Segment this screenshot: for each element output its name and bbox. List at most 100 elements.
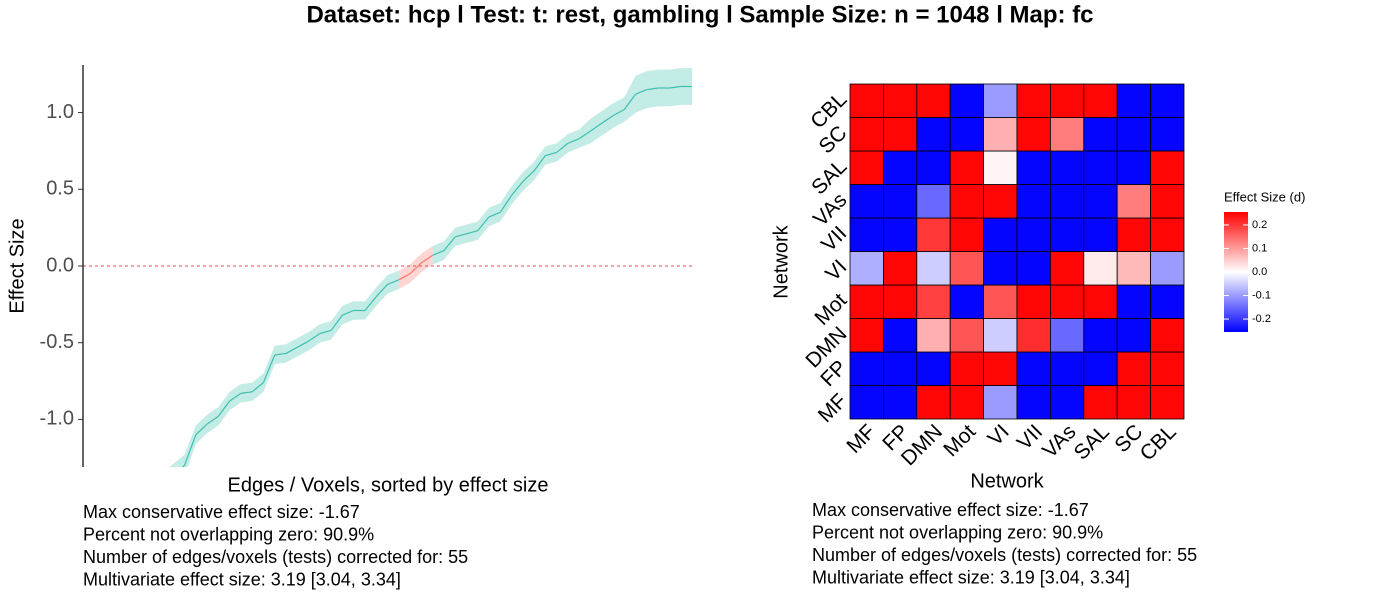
- heatmap-cell: [883, 217, 918, 252]
- effect-line: [206, 415, 219, 425]
- heatmap-cell: [883, 83, 918, 118]
- effect-line: [229, 392, 242, 402]
- heatmap-cell: [916, 184, 951, 219]
- heatmap-cell: [883, 184, 918, 219]
- effect-line: [511, 181, 524, 196]
- colorbar-tick-label: 0.1: [1252, 242, 1267, 254]
- summary-note: Max conservative effect size: -1.67: [812, 500, 1089, 520]
- heatmap-cell: [1150, 351, 1185, 386]
- effect-line: [409, 262, 422, 275]
- effect-line: [601, 115, 614, 124]
- heatmap-cell: [1050, 318, 1085, 353]
- effect-line: [533, 155, 546, 172]
- heatmap-cell: [949, 83, 985, 118]
- heatmap-cell: [949, 217, 985, 252]
- effect-line: [420, 254, 433, 264]
- y-tick-label: Mot: [810, 289, 851, 330]
- heatmap-cell: [1116, 117, 1151, 152]
- x-tick-label: CBL: [1136, 420, 1181, 465]
- heatmap-cell: [1116, 83, 1151, 118]
- effect-line: [646, 87, 659, 91]
- heatmap-cell: [983, 318, 1018, 353]
- x-tick-label: Mot: [939, 420, 980, 461]
- effect-line: [477, 216, 490, 232]
- heatmap-cell: [949, 284, 985, 319]
- x-axis-label: Edges / Voxels, sorted by effect size: [228, 474, 549, 496]
- heatmap-cell: [849, 184, 884, 219]
- heatmap-cell: [883, 150, 918, 185]
- heatmap-cell: [1050, 117, 1085, 152]
- heatmap-cell: [1050, 284, 1085, 319]
- heatmap-cell: [983, 385, 1018, 420]
- x-tick-label: MF: [842, 420, 880, 458]
- heatmap-cell: [1083, 184, 1118, 219]
- effect-line: [195, 423, 208, 436]
- effect-line: [240, 391, 253, 394]
- heatmap-cell: [1050, 217, 1085, 252]
- effect-line: [578, 130, 591, 140]
- summary-note: Multivariate effect size: 3.19 [3.04, 3.…: [812, 568, 1130, 588]
- y-tick-label: 0.0: [46, 254, 74, 276]
- heatmap-cell: [1116, 351, 1151, 386]
- colorbar-tick-label: 0.0: [1252, 266, 1267, 278]
- effect-line: [455, 233, 467, 238]
- heatmap-cell: [1016, 217, 1051, 252]
- effect-line: [635, 88, 648, 95]
- y-tick-label: SAL: [807, 155, 851, 199]
- y-tick-label: 1.0: [46, 101, 74, 123]
- heatmap-cell: [1150, 184, 1185, 219]
- effect-line: [285, 346, 298, 354]
- heatmap-cell: [1016, 83, 1051, 118]
- heatmap-cell: [849, 351, 884, 386]
- effect-line: [466, 230, 478, 235]
- effect-line: [432, 250, 445, 256]
- y-tick-label: CBL: [806, 88, 851, 133]
- effect-line: [499, 195, 513, 213]
- heatmap-cell: [1083, 284, 1118, 319]
- heatmap-cell: [849, 318, 884, 353]
- effect-line: [623, 93, 637, 110]
- heatmap-cell: [1150, 83, 1185, 118]
- effect-line: [522, 170, 535, 183]
- heatmap-cell: [1150, 284, 1185, 319]
- heatmap-cell: [1016, 251, 1051, 286]
- effect-line: [556, 142, 569, 153]
- effect-line: [590, 122, 603, 132]
- heatmap-cell: [1050, 385, 1085, 420]
- heatmap-cell: [916, 217, 951, 252]
- y-tick-label: 0.5: [46, 178, 74, 200]
- heatmap-cell: [1016, 385, 1051, 420]
- heatmap-cell: [1116, 318, 1151, 353]
- heatmap-cell: [949, 318, 985, 353]
- confidence-ribbon: [169, 463, 174, 467]
- heatmap-cell: [1116, 150, 1151, 185]
- heatmap-cell: [983, 251, 1018, 286]
- effect-line: [262, 354, 276, 383]
- heatmap-cell: [949, 117, 985, 152]
- heatmap-cell: [949, 385, 985, 420]
- heatmap-cell: [1016, 284, 1051, 319]
- heatmap-cell: [916, 83, 951, 118]
- heatmap-cell: [1016, 351, 1051, 386]
- legend-title: Effect Size (d): [1224, 189, 1305, 204]
- heatmap-cell: [1016, 150, 1051, 185]
- effect-line: [375, 284, 388, 298]
- effect-line: [567, 138, 580, 144]
- heatmap-cell: [1116, 184, 1151, 219]
- heatmap-cell: [1083, 251, 1118, 286]
- heatmap-cell: [916, 385, 951, 420]
- summary-note: Multivariate effect size: 3.19 [3.04, 3.…: [83, 570, 401, 590]
- heatmap-cell: [1083, 351, 1118, 386]
- heatmap-cell: [916, 117, 951, 152]
- effect-line: [251, 382, 264, 393]
- effect-line: [364, 296, 377, 311]
- heatmap-cell: [883, 284, 918, 319]
- heatmap-cell: [883, 117, 918, 152]
- heatmap-cell: [983, 83, 1018, 118]
- heatmap-cell: [849, 217, 884, 252]
- heatmap-cell: [1083, 217, 1118, 252]
- y-tick-label: MF: [814, 389, 852, 427]
- heatmap-cell: [1050, 184, 1085, 219]
- heatmap-cell: [1016, 184, 1051, 219]
- effect-line: [308, 333, 321, 342]
